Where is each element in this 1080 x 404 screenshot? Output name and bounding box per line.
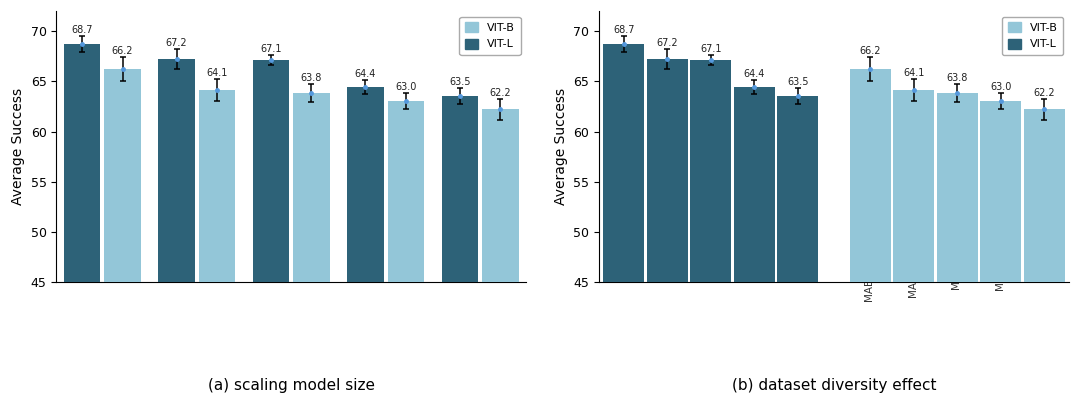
Bar bbox=[893, 90, 934, 282]
Text: 68.7: 68.7 bbox=[71, 25, 93, 35]
Text: 66.2: 66.2 bbox=[111, 46, 133, 56]
Text: 64.1: 64.1 bbox=[206, 68, 228, 78]
Bar bbox=[158, 59, 194, 282]
Bar bbox=[936, 93, 977, 282]
Y-axis label: Average Success: Average Success bbox=[554, 88, 568, 205]
Text: 64.4: 64.4 bbox=[355, 69, 376, 79]
Text: 67.1: 67.1 bbox=[260, 44, 282, 54]
Text: 66.2: 66.2 bbox=[860, 46, 881, 56]
Text: 67.1: 67.1 bbox=[700, 44, 721, 54]
Text: 64.4: 64.4 bbox=[744, 69, 765, 79]
X-axis label: (b) dataset diversity effect: (b) dataset diversity effect bbox=[732, 378, 936, 393]
Bar bbox=[253, 60, 289, 282]
X-axis label: (a) scaling model size: (a) scaling model size bbox=[207, 378, 375, 393]
Text: 63.0: 63.0 bbox=[990, 82, 1012, 92]
Bar bbox=[647, 59, 688, 282]
Text: 67.2: 67.2 bbox=[657, 38, 678, 48]
Bar bbox=[64, 44, 100, 282]
Text: 63.0: 63.0 bbox=[395, 82, 417, 92]
Y-axis label: Average Success: Average Success bbox=[11, 88, 25, 205]
Bar bbox=[347, 87, 383, 282]
Bar bbox=[778, 97, 819, 282]
Legend: VIT-B, VIT-L: VIT-B, VIT-L bbox=[1002, 17, 1064, 55]
Bar bbox=[482, 109, 518, 282]
Text: 67.2: 67.2 bbox=[165, 38, 187, 48]
Text: 62.2: 62.2 bbox=[1034, 88, 1055, 98]
Bar bbox=[690, 60, 731, 282]
Bar bbox=[388, 101, 424, 282]
Bar bbox=[442, 97, 478, 282]
Text: 63.5: 63.5 bbox=[449, 77, 471, 87]
Legend: VIT-B, VIT-L: VIT-B, VIT-L bbox=[459, 17, 521, 55]
Text: 64.1: 64.1 bbox=[903, 68, 924, 78]
Bar bbox=[104, 69, 140, 282]
Text: 62.2: 62.2 bbox=[489, 88, 511, 98]
Text: 63.5: 63.5 bbox=[787, 77, 809, 87]
Text: 63.8: 63.8 bbox=[946, 73, 968, 83]
Bar bbox=[604, 44, 644, 282]
Text: 68.7: 68.7 bbox=[613, 25, 634, 35]
Text: 63.8: 63.8 bbox=[301, 73, 322, 83]
Bar bbox=[1024, 109, 1065, 282]
Bar bbox=[293, 93, 329, 282]
Bar bbox=[199, 90, 235, 282]
Bar bbox=[733, 87, 774, 282]
Bar bbox=[850, 69, 891, 282]
Bar bbox=[981, 101, 1022, 282]
